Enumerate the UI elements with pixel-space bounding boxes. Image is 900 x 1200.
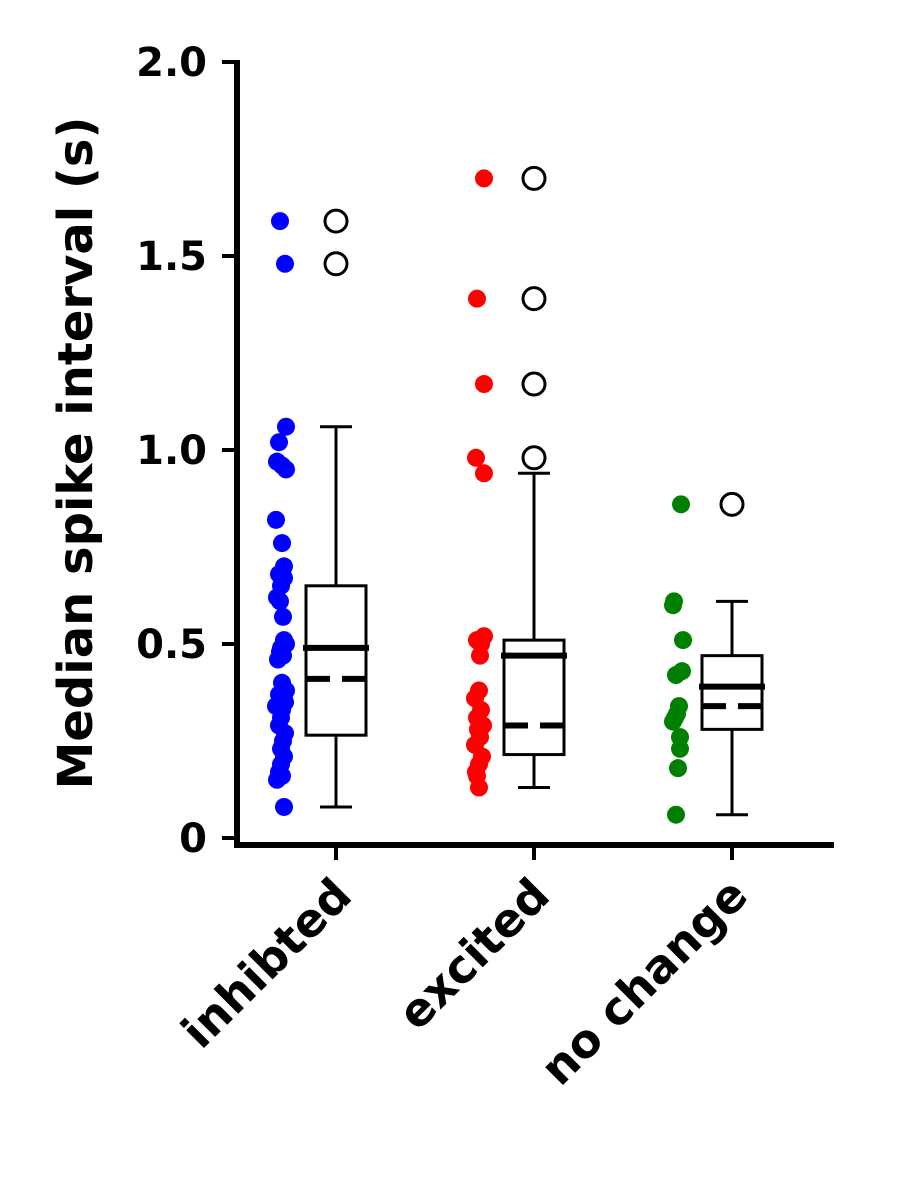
- data-point: [672, 495, 690, 514]
- data-point: [664, 712, 682, 731]
- group-2: [466, 165, 567, 797]
- iqr-box: [700, 654, 764, 731]
- iqr-box: [502, 638, 566, 757]
- data-point: [275, 797, 293, 816]
- outlier-point: [323, 208, 349, 234]
- data-point: [471, 646, 489, 665]
- y-tick-label: 0.5: [136, 622, 207, 668]
- data-point: [269, 650, 287, 669]
- data-point: [268, 770, 286, 789]
- y-tick-label: 1.0: [136, 428, 207, 474]
- data-point: [671, 739, 689, 758]
- data-point: [270, 433, 288, 452]
- data-point: [273, 534, 291, 553]
- data-point: [277, 460, 295, 479]
- outlier-point: [521, 445, 547, 471]
- outlier-point: [719, 491, 745, 517]
- y-axis-ticks: 0 0.5 1.0 1.5 2.0: [136, 40, 237, 862]
- data-point: [475, 375, 493, 394]
- data-point: [467, 448, 485, 467]
- group-1: [267, 208, 369, 816]
- y-tick-label: 0: [179, 816, 207, 862]
- data-point: [667, 805, 685, 824]
- data-point: [664, 596, 682, 615]
- outlier-point: [323, 251, 349, 277]
- x-tick-label-2: excited: [387, 868, 560, 1041]
- data-point: [470, 778, 488, 797]
- axes: [234, 60, 834, 848]
- outlier-point: [521, 165, 547, 191]
- data-point: [271, 212, 289, 231]
- data-point: [274, 607, 292, 626]
- iqr-box: [304, 584, 368, 737]
- data-point: [468, 289, 486, 308]
- data-point: [475, 169, 493, 188]
- y-axis-title: Median spike interval (s): [48, 117, 104, 790]
- data-point: [267, 510, 285, 529]
- data-point: [667, 666, 685, 685]
- y-tick-label: 1.5: [136, 234, 207, 280]
- data-point: [276, 254, 294, 273]
- x-tick-label-3: no change: [530, 868, 758, 1096]
- outlier-point: [521, 371, 547, 397]
- group-3: [664, 491, 765, 824]
- data-point: [669, 759, 687, 778]
- outlier-point: [521, 286, 547, 312]
- groups: [267, 165, 765, 824]
- x-tick-label-1: inhibted: [171, 868, 362, 1059]
- data-point: [277, 417, 295, 436]
- data-point: [271, 592, 289, 611]
- y-tick-label: 2.0: [136, 40, 207, 86]
- data-point: [475, 464, 493, 483]
- data-point: [674, 631, 692, 650]
